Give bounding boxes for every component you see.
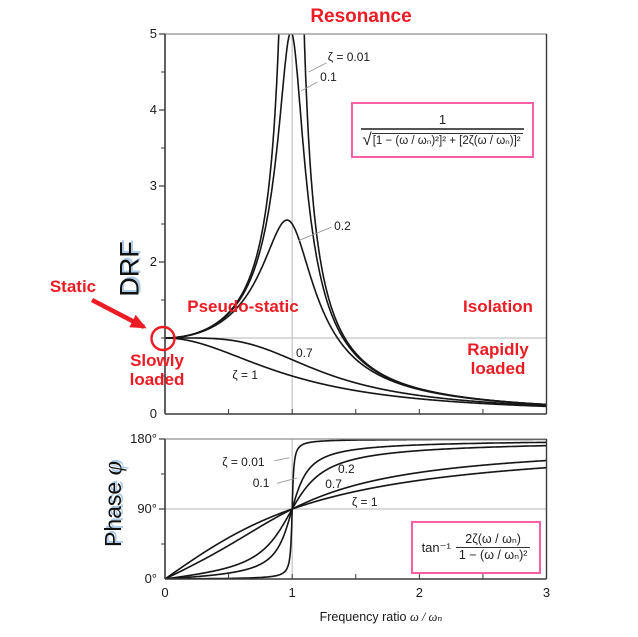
resonance-label: Resonance (310, 6, 412, 27)
drf-formula-fraction-bar (361, 127, 524, 130)
rapidly-loaded-label: Rapidly loaded (467, 340, 529, 378)
sqrt-symbol: √ (362, 129, 372, 149)
phase-formula-fraction: 2ζ(ω / ωₙ) 1 − (ω / ωₙ)² (455, 532, 531, 562)
isolation-label: Isolation (463, 297, 533, 316)
pseudo-static-label: Pseudo-static (187, 297, 299, 316)
phase-axis-text: Phase (100, 475, 126, 547)
slowly-loaded-label: Slowly loaded (129, 351, 185, 389)
phase-formula-numerator: 2ζ(ω / ωₙ) (465, 532, 521, 546)
x-axis-text: Frequency ratio (319, 610, 410, 624)
arctan-prefix: tan⁻¹ (421, 539, 451, 555)
phase-formula-denominator: 1 − (ω / ωₙ)² (455, 547, 531, 562)
drf-formula-numerator: 1 (438, 111, 447, 127)
drf-formula-radicand: [1 − (ω / ωₙ)²]² + [2ζ(ω / ωₙ)]² (371, 132, 523, 147)
static-label: Static (49, 277, 97, 296)
phase-formula-box: tan⁻¹ 2ζ(ω / ωₙ) 1 − (ω / ωₙ)² (411, 521, 541, 574)
x-axis-label: Frequency ratio ω / ωₙ (249, 609, 513, 625)
drf-formula-denominator: √ [1 − (ω / ωₙ)²]² + [2ζ(ω / ωₙ)]² (362, 129, 523, 149)
phi-symbol: φ (98, 461, 127, 476)
drf-formula-box: 1 √ [1 − (ω / ωₙ)²]² + [2ζ(ω / ωₙ)]² (351, 102, 534, 158)
drf-axis-label: DRF (114, 241, 145, 297)
phase-axis-label: Phase φ (98, 461, 128, 547)
omega-ratio-symbol: ω / ωₙ (409, 610, 443, 624)
